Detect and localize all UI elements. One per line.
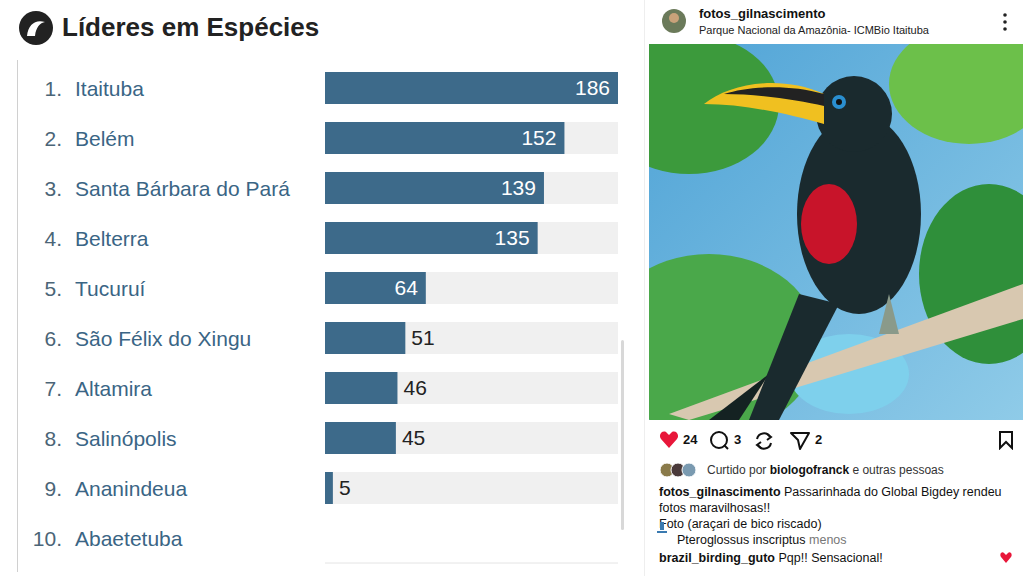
- svg-text:135: 135: [495, 226, 530, 249]
- svg-text:6.: 6.: [44, 327, 62, 350]
- svg-text:139: 139: [501, 176, 536, 199]
- svg-text:152: 152: [521, 126, 556, 149]
- svg-text:186: 186: [575, 76, 610, 99]
- svg-text:Belterra: Belterra: [75, 227, 149, 250]
- svg-text:4.: 4.: [44, 227, 62, 250]
- svg-text:9.: 9.: [44, 477, 62, 500]
- svg-text:Itaituba: Itaituba: [75, 77, 144, 100]
- html-text:Curtido por biologofranck e ou: Curtido por biologofranck e outras pesso…: [707, 463, 944, 477]
- html-text:24: 24: [683, 432, 698, 447]
- svg-text:45: 45: [402, 426, 425, 449]
- svg-text:Santa Bárbara do Pará: Santa Bárbara do Pará: [75, 177, 290, 200]
- html-text:Pteroglossus inscriptus menos: Pteroglossus inscriptus menos: [677, 533, 847, 547]
- svg-text:64: 64: [394, 276, 418, 299]
- html-text:2: 2: [815, 432, 823, 447]
- svg-text:46: 46: [403, 376, 426, 399]
- svg-text:Ananindeua: Ananindeua: [75, 477, 187, 500]
- html-text:fotos_gilnascimento Passarinha: fotos_gilnascimento Passarinhada do Glob…: [659, 485, 1002, 515]
- svg-text:Abaetetuba: Abaetetuba: [75, 527, 183, 550]
- svg-text:5: 5: [339, 476, 351, 499]
- html-text:3: 3: [734, 432, 742, 447]
- html-text:Foto (araçari de bico riscado): Foto (araçari de bico riscado): [659, 517, 822, 531]
- svg-text:7.: 7.: [44, 377, 62, 400]
- svg-text:Belém: Belém: [75, 127, 135, 150]
- svg-text:Salinópolis: Salinópolis: [75, 427, 177, 450]
- svg-text:São Félix do Xingu: São Félix do Xingu: [75, 327, 251, 350]
- svg-text:1.: 1.: [44, 77, 62, 100]
- svg-text:Tucuruí: Tucuruí: [75, 277, 146, 300]
- html-text:Parque Nacional da Amazônia- I: Parque Nacional da Amazônia- ICMBio Itai…: [699, 24, 929, 36]
- html-text:brazil_birding_guto Pqp!! Sens: brazil_birding_guto Pqp!! Sensacional!: [659, 551, 883, 565]
- html-text:Líderes em Espécies: Líderes em Espécies: [62, 12, 320, 42]
- svg-text:10.: 10.: [33, 527, 62, 550]
- svg-text:Altamira: Altamira: [75, 377, 152, 400]
- svg-text:8.: 8.: [44, 427, 62, 450]
- html-text:fotos_gilnascimento: fotos_gilnascimento: [699, 6, 826, 21]
- svg-text:5.: 5.: [44, 277, 62, 300]
- svg-text:51: 51: [411, 326, 434, 349]
- svg-text:2.: 2.: [44, 127, 62, 150]
- svg-text:3.: 3.: [44, 177, 62, 200]
